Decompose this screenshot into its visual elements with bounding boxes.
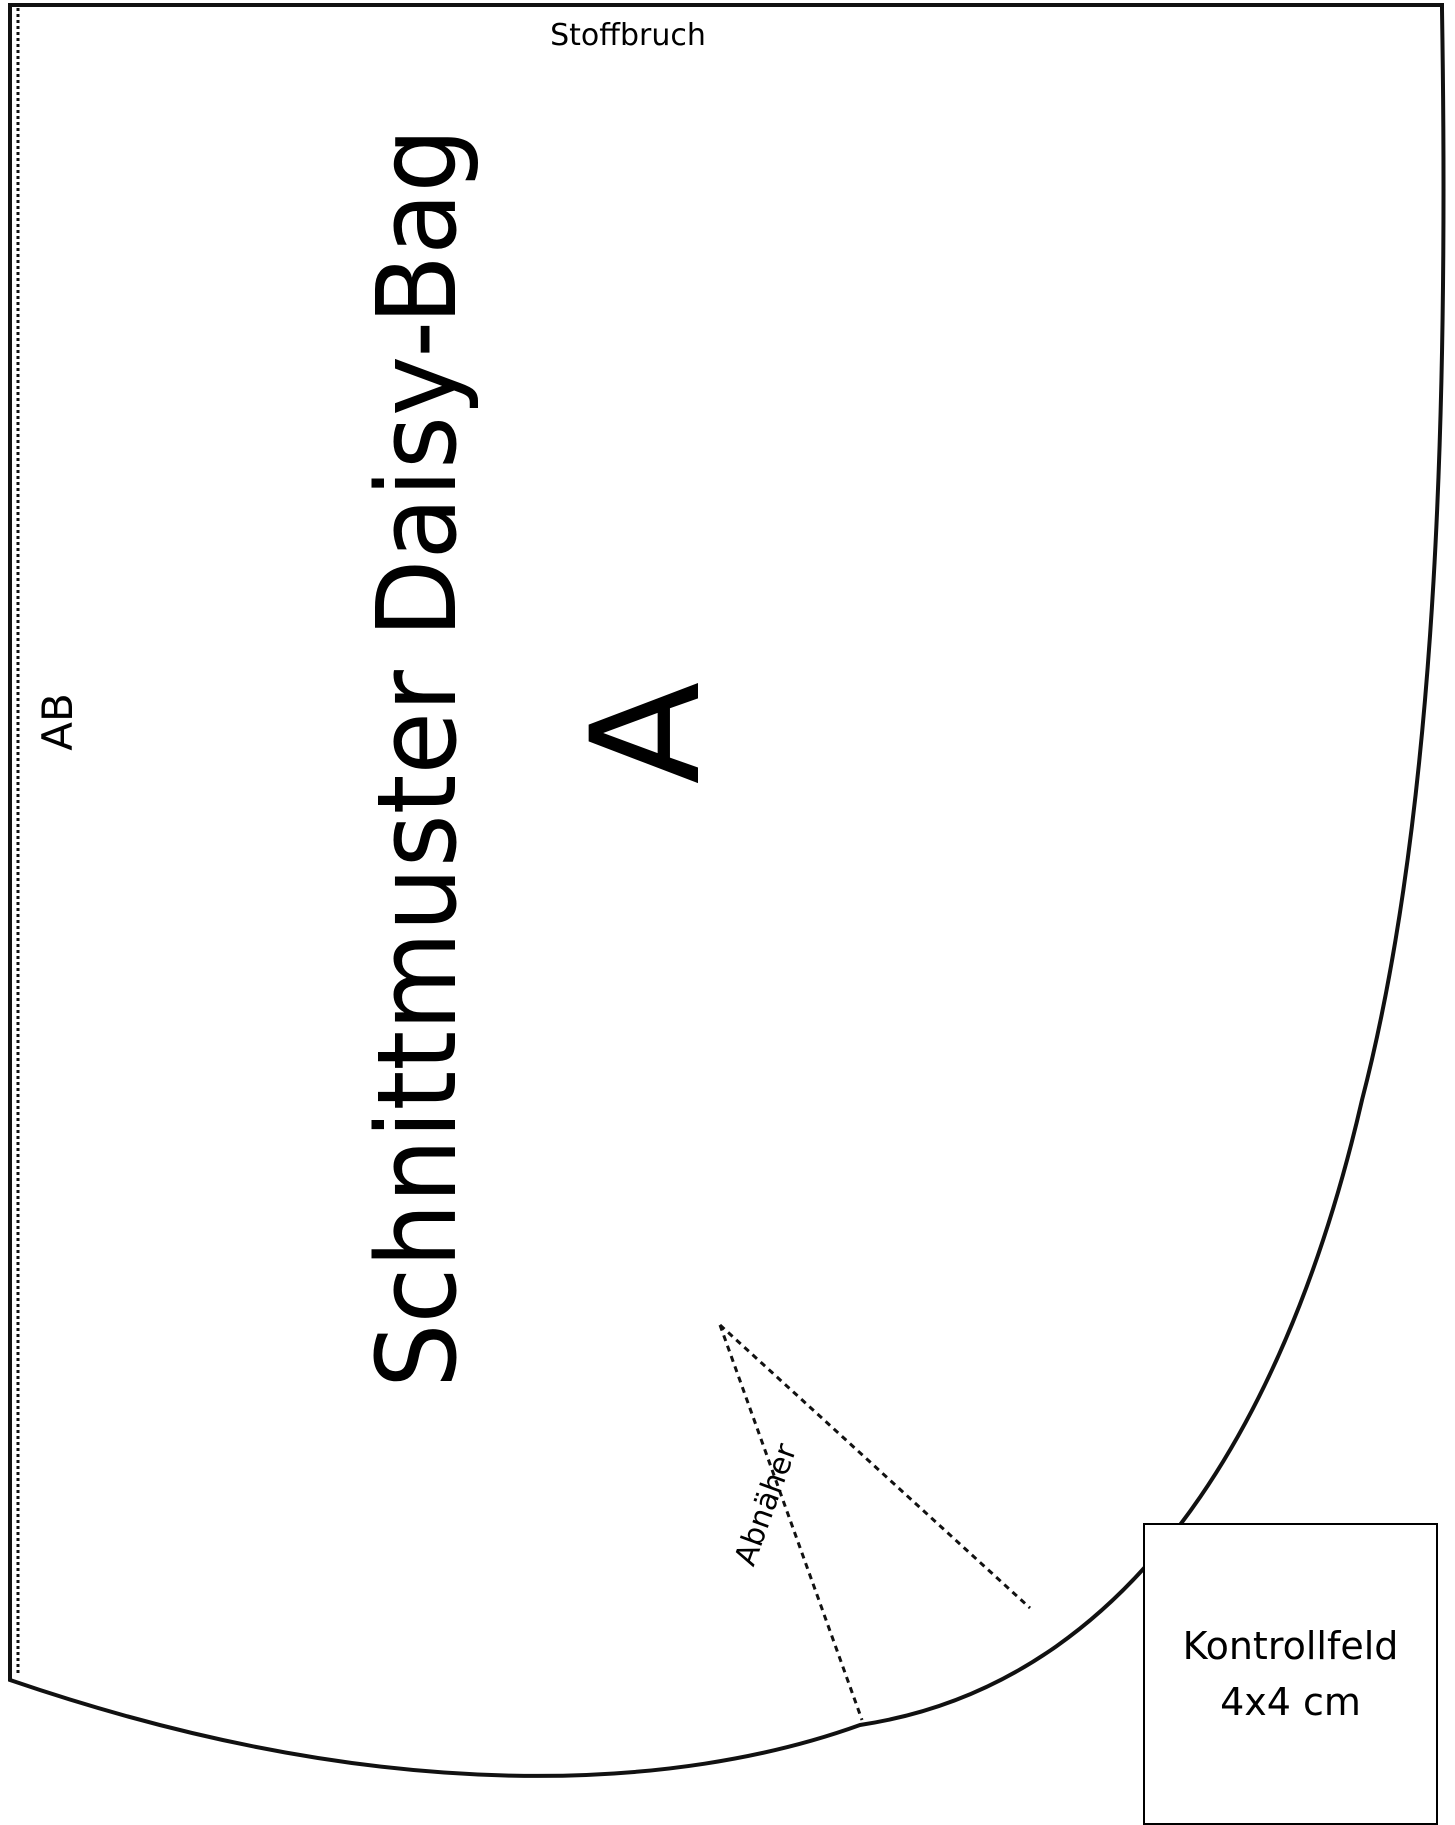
control-square: Kontrollfeld 4x4 cm — [1143, 1523, 1438, 1825]
pattern-title: Schnittmuster Daisy-Bag — [353, 128, 481, 1388]
fold-label: Stoffbruch — [550, 18, 706, 53]
control-square-size: 4x4 cm — [1220, 1680, 1361, 1724]
dart-line-right — [718, 1323, 1032, 1610]
piece-letter: A — [560, 682, 734, 785]
dart-line-left — [718, 1324, 864, 1721]
dart-label: Abnäher — [728, 1439, 804, 1571]
pattern-outline — [8, 3, 1446, 1778]
control-square-label: Kontrollfeld — [1182, 1624, 1399, 1668]
grain-label: AB — [33, 693, 82, 751]
